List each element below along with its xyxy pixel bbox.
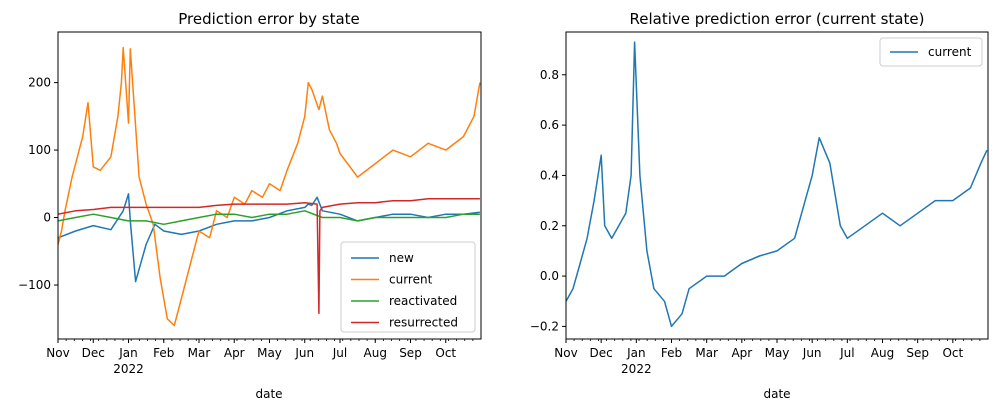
x-axis-label: date — [255, 387, 282, 401]
series-line-current — [566, 41, 988, 328]
legend-label-current: current — [389, 273, 433, 287]
legend-box — [340, 241, 476, 333]
y-tick-label: −0.2 — [530, 319, 559, 333]
x-tick-label: Sep — [906, 346, 929, 360]
chart-title: Prediction error by state — [178, 10, 360, 28]
x-tick-year-label: 2022 — [621, 362, 652, 376]
x-tick-label: Nov — [554, 346, 577, 360]
x-tick-label: Mar — [188, 346, 211, 360]
chart-title: Relative prediction error (current state… — [630, 10, 925, 28]
legend-label-new: new — [389, 251, 414, 265]
legend: current — [879, 37, 983, 67]
x-tick-label: Feb — [661, 346, 682, 360]
y-axis: 0.8 0.6 0.4 0.2 0.0 −0.2 — [530, 68, 566, 333]
legend: new current reactivated resurrected — [340, 241, 476, 333]
x-tick-label: May — [257, 346, 282, 360]
x-axis: Nov Dec Jan 2022 Feb Mar Apr May Jun Jul Aug Sep Oct — [46, 339, 474, 376]
x-tick-label: Sep — [399, 346, 422, 360]
legend-label-resurrected: resurrected — [389, 316, 458, 330]
series-line-reactivated — [58, 210, 480, 226]
y-tick-label: 0.4 — [540, 168, 559, 182]
series-lines — [58, 46, 481, 327]
y-tick-label: 0.8 — [540, 68, 559, 82]
x-tick-label: Apr — [224, 346, 245, 360]
legend-box — [879, 37, 983, 67]
x-tick-label: Jun — [294, 346, 314, 360]
x-tick-label: May — [765, 346, 790, 360]
y-tick-label: 0 — [43, 211, 51, 225]
y-tick-label: 0.0 — [540, 269, 559, 283]
series-line-current — [58, 46, 481, 327]
y-tick-label: −100 — [18, 278, 51, 292]
y-tick-label: 100 — [28, 143, 51, 157]
x-axis: Nov Dec Jan 2022 Feb Mar Apr May Jun Jul Aug Sep Oct — [554, 339, 981, 376]
series-line-resurrected — [58, 197, 480, 315]
x-tick-label: Oct — [435, 346, 456, 360]
legend-label-reactivated: reactivated — [389, 294, 457, 308]
x-tick-label: Jul — [332, 346, 347, 360]
legend-label-current: current — [928, 45, 972, 59]
x-tick-label: Mar — [695, 346, 718, 360]
x-axis-label: date — [763, 387, 790, 401]
y-axis: 200 100 0 −100 — [18, 76, 58, 292]
x-tick-label: Jan — [118, 346, 138, 360]
series-lines — [566, 41, 988, 328]
x-tick-label: Feb — [153, 346, 174, 360]
x-tick-label: Apr — [731, 346, 752, 360]
x-tick-label: Nov — [46, 346, 69, 360]
x-tick-label: Dec — [82, 346, 105, 360]
x-tick-label: Jun — [802, 346, 822, 360]
x-tick-label: Jul — [839, 346, 854, 360]
left-chart: Prediction error by state 200 100 0 −100 No… — [18, 10, 482, 401]
right-chart: Relative prediction error (current state… — [530, 10, 989, 401]
x-tick-label: Aug — [871, 346, 894, 360]
series-line-new — [58, 193, 480, 283]
x-tick-year-label: 2022 — [113, 362, 144, 376]
x-tick-label: Oct — [942, 346, 963, 360]
y-tick-label: 0.6 — [540, 118, 559, 132]
x-tick-label: Dec — [590, 346, 613, 360]
x-tick-label: Jan — [626, 346, 646, 360]
y-tick-label: 0.2 — [540, 219, 559, 233]
y-tick-label: 200 — [28, 76, 51, 90]
x-tick-label: Aug — [364, 346, 387, 360]
